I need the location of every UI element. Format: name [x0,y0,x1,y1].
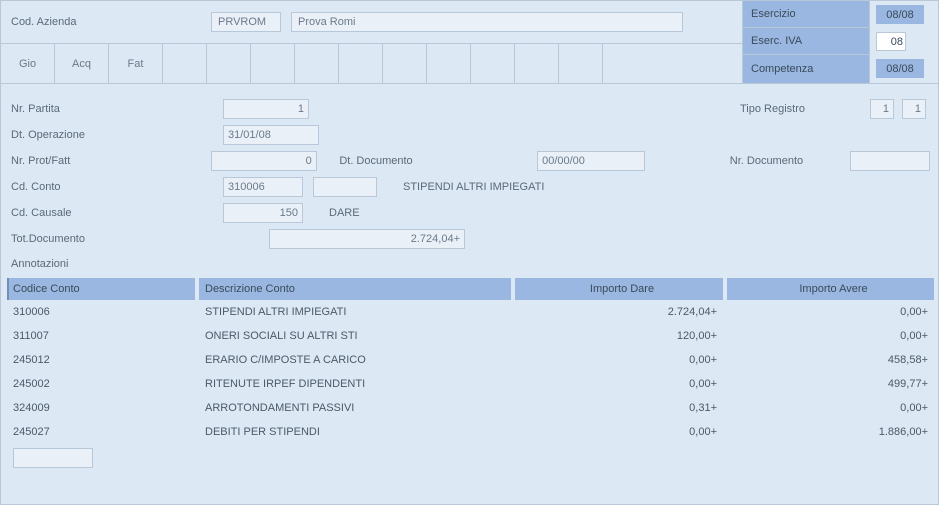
top-right-label: Competenza [743,55,869,82]
cell-codice: 245027 [7,420,199,444]
table-row[interactable]: 311007ONERI SOCIALI SU ALTRI STI120,00+0… [7,324,934,348]
nr-documento-label: Nr. Documento [730,155,851,167]
cell-avere: 0,00+ [727,324,934,348]
cell-codice: 324009 [7,396,199,420]
top-right-label: Esercizio [743,1,869,28]
cell-avere: 0,00+ [727,396,934,420]
tot-documento-field[interactable]: 2.724,04+ [269,229,465,249]
cell-avere: 499,77+ [727,372,934,396]
cell-dare: 2.724,04+ [515,300,727,324]
cell-avere: 0,00+ [727,300,934,324]
top-right-value[interactable]: 08 [876,32,906,51]
table-row[interactable]: 245012ERARIO C/IMPOSTE A CARICO0,00+458,… [7,348,934,372]
grid: Codice Conto Descrizione Conto Importo D… [7,278,934,468]
tab-empty[interactable] [207,44,251,84]
tab-acq[interactable]: Acq [55,44,109,84]
col-importo-avere[interactable]: Importo Avere [727,278,934,300]
cell-descrizione: ERARIO C/IMPOSTE A CARICO [199,348,515,372]
cd-causale-field[interactable]: 150 [223,203,303,223]
cell-dare: 0,00+ [515,420,727,444]
azienda-name[interactable]: Prova Romi [291,12,683,32]
cell-descrizione: RITENUTE IRPEF DIPENDENTI [199,372,515,396]
cod-azienda-label: Cod. Azienda [11,16,211,28]
cd-conto-label: Cd. Conto [9,181,223,193]
cell-avere: 458,58+ [727,348,934,372]
table-row[interactable]: 310006STIPENDI ALTRI IMPIEGATI2.724,04+0… [7,300,934,324]
nr-prot-fatt-field[interactable]: 0 [211,151,317,171]
tab-empty[interactable] [471,44,515,84]
nr-documento-field[interactable] [850,151,930,171]
tab-empty[interactable] [163,44,207,84]
tipo-registro-2[interactable]: 1 [902,99,926,119]
tab-fat[interactable]: Fat [109,44,163,84]
cell-dare: 0,31+ [515,396,727,420]
cd-conto-extra-field[interactable] [313,177,377,197]
cd-conto-field[interactable]: 310006 [223,177,303,197]
cell-dare: 0,00+ [515,372,727,396]
tab-empty[interactable] [559,44,603,84]
tot-documento-label: Tot.Documento [9,233,223,245]
dt-operazione-field[interactable]: 31/01/08 [223,125,319,145]
header-region: Cod. Azienda PRVROM Prova Romi GioAcqFat… [1,1,938,84]
cd-conto-desc: STIPENDI ALTRI IMPIEGATI [403,181,544,193]
tab-empty[interactable] [339,44,383,84]
table-row[interactable]: 245002RITENUTE IRPEF DIPENDENTI0,00+499,… [7,372,934,396]
tab-empty[interactable] [427,44,471,84]
cd-causale-label: Cd. Causale [9,207,223,219]
tab-empty[interactable] [251,44,295,84]
tab-empty[interactable] [515,44,559,84]
top-right-label: Eserc. IVA [743,28,869,55]
cell-descrizione: ARROTONDAMENTI PASSIVI [199,396,515,420]
cell-dare: 0,00+ [515,348,727,372]
cell-descrizione: ONERI SOCIALI SU ALTRI STI [199,324,515,348]
cell-dare: 120,00+ [515,324,727,348]
table-row[interactable]: 245027DEBITI PER STIPENDI0,00+1.886,00+ [7,420,934,444]
col-descrizione-conto[interactable]: Descrizione Conto [199,278,515,300]
table-row[interactable]: 324009ARROTONDAMENTI PASSIVI0,31+0,00+ [7,396,934,420]
nr-partita-field[interactable]: 1 [223,99,309,119]
cell-codice: 245002 [7,372,199,396]
grid-footer-input[interactable] [13,448,93,468]
tab-empty[interactable] [295,44,339,84]
cd-causale-desc: DARE [329,207,360,219]
cell-codice: 245012 [7,348,199,372]
nr-prot-fatt-label: Nr. Prot/Fatt [9,155,211,167]
tipo-registro-label: Tipo Registro [740,103,870,115]
cell-avere: 1.886,00+ [727,420,934,444]
annotazioni-label: Annotazioni [11,258,69,270]
grid-header: Codice Conto Descrizione Conto Importo D… [7,278,934,300]
header-left: Cod. Azienda PRVROM Prova Romi GioAcqFat [1,1,742,83]
cell-codice: 310006 [7,300,199,324]
cod-azienda-value[interactable]: PRVROM [211,12,281,32]
nr-partita-label: Nr. Partita [9,103,223,115]
dt-operazione-label: Dt. Operazione [9,129,223,141]
cell-descrizione: DEBITI PER STIPENDI [199,420,515,444]
col-codice-conto[interactable]: Codice Conto [7,278,199,300]
tab-empty[interactable] [383,44,427,84]
tab-gio[interactable]: Gio [1,44,55,84]
cell-codice: 311007 [7,324,199,348]
top-right-value: 08/08 [876,5,924,24]
header-right: EsercizioEserc. IVACompetenza 08/08 08 08/… [742,1,938,83]
top-right-value: 08/08 [876,59,924,78]
form-region: Nr. Partita 1 Tipo Registro 1 1 Dt. Oper… [1,84,938,278]
dt-documento-label: Dt. Documento [339,155,537,167]
dt-documento-field[interactable]: 00/00/00 [537,151,645,171]
tipo-registro-1[interactable]: 1 [870,99,894,119]
tab-strip: GioAcqFat [1,43,742,84]
col-importo-dare[interactable]: Importo Dare [515,278,727,300]
cell-descrizione: STIPENDI ALTRI IMPIEGATI [199,300,515,324]
